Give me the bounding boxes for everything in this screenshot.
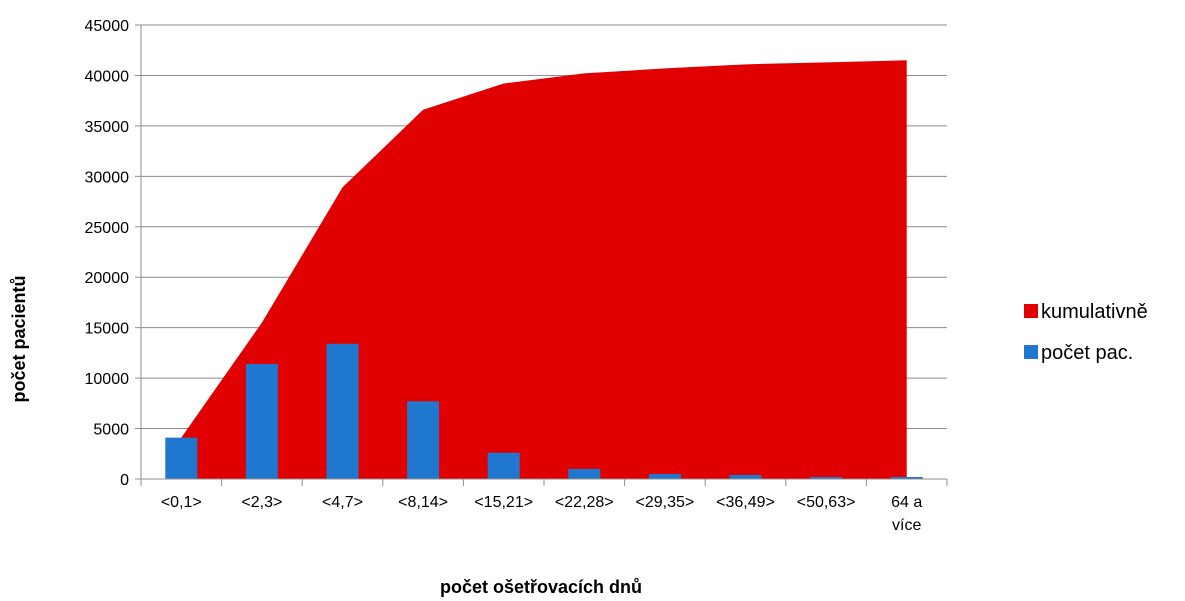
x-tick-label: <0,1> <box>161 494 202 511</box>
legend-label-pocet-pac: počet pac. <box>1041 342 1133 364</box>
cumulative-area-layer <box>181 60 907 480</box>
x-axis-title: počet ošetřovacích dnů <box>440 577 642 597</box>
y-tick-labels: 0 5000 10000 15000 20000 25000 30000 35000 40000… <box>85 18 130 489</box>
bar-layer <box>165 343 923 479</box>
bar <box>729 474 762 479</box>
axes <box>135 24 948 486</box>
x-tick-label: <2,3> <box>241 494 282 511</box>
y-tick-label: 15000 <box>85 321 130 338</box>
x-tick-label: <50,63> <box>797 494 856 511</box>
legend-label-kumulativne: kumulativně <box>1041 301 1148 323</box>
x-tick-label: <15,21> <box>474 494 533 511</box>
cumulative-area <box>181 60 907 480</box>
y-tick-label: 35000 <box>85 119 130 136</box>
x-tick-label: 64 a více <box>891 494 922 534</box>
legend-swatch-kumulativne <box>1024 304 1038 318</box>
y-tick-label: 10000 <box>85 371 130 388</box>
bar <box>648 473 681 479</box>
legend: kumulativně počet pac. <box>1024 301 1148 364</box>
x-tick-label: <36,49> <box>716 494 775 511</box>
y-tick-label: 20000 <box>85 270 130 287</box>
legend-swatch-pocet-pac <box>1024 345 1038 359</box>
bar <box>326 343 359 479</box>
y-tick-label: 5000 <box>93 422 129 439</box>
bar <box>810 476 843 479</box>
bar <box>165 437 198 479</box>
y-tick-label: 25000 <box>85 220 130 237</box>
x-tick-label: <8,14> <box>398 494 448 511</box>
x-tick-label: <29,35> <box>636 494 695 511</box>
x-tick-label: <4,7> <box>322 494 363 511</box>
bar <box>407 401 440 479</box>
bar <box>487 452 520 479</box>
x-tick-labels: <0,1> <2,3> <4,7> <8,14> <15,21> <22,28> <29,3… <box>161 494 923 534</box>
y-tick-label: 0 <box>120 472 129 489</box>
bar <box>245 363 278 479</box>
y-tick-label: 45000 <box>85 18 130 35</box>
y-axis-title: počet pacientů <box>9 275 29 402</box>
x-tick-label: <22,28> <box>555 494 614 511</box>
bar <box>890 476 923 479</box>
bar <box>568 468 601 479</box>
y-tick-label: 40000 <box>85 68 130 85</box>
y-tick-label: 30000 <box>85 169 130 186</box>
